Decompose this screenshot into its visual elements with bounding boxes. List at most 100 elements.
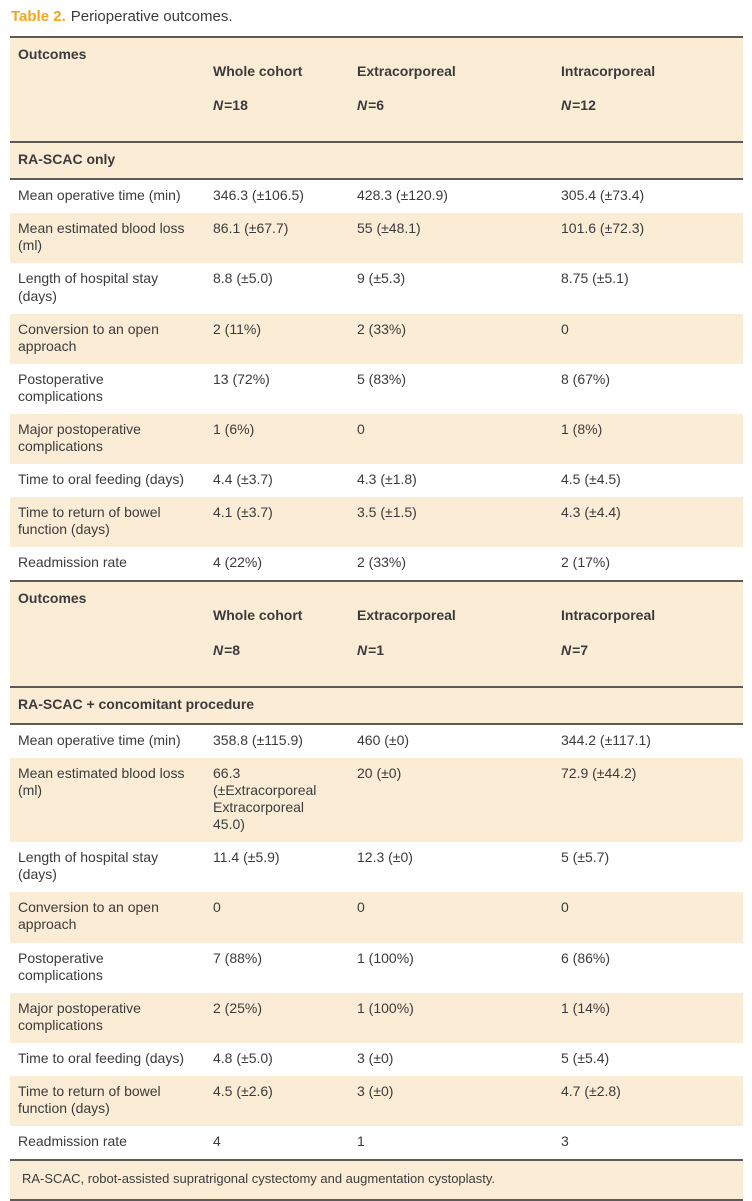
cell-value: 3.5 (±1.5) [349, 497, 553, 548]
column-header-n: N=8 [213, 642, 339, 659]
cell-value: 4.3 (±1.8) [349, 464, 553, 498]
cell-value: 7 (88%) [205, 942, 349, 993]
table-row: Conversion to an open approach 2 (11%) 2… [10, 313, 743, 364]
row-label: Time to return of bowel function (days) [10, 1075, 205, 1127]
row-label: Length of hospital stay (days) [10, 263, 205, 314]
column-header-label: Intracorporeal [561, 607, 656, 624]
column-header-label: Whole cohort [213, 62, 303, 79]
cell-value: 3 (±0) [349, 1042, 553, 1076]
table-caption: Perioperative outcomes. [70, 8, 233, 25]
row-label: Postoperative complications [10, 942, 205, 993]
row-label: Mean operative time (min) [10, 179, 205, 214]
table-row: Major postoperative complications 2 (25%… [10, 992, 743, 1043]
row-label: Time to return of bowel function (days) [10, 497, 205, 548]
n-symbol: N [213, 96, 224, 113]
cell-value: 1 (14%) [553, 992, 743, 1043]
table-row: Mean operative time (min) 346.3 (±106.5)… [10, 179, 743, 214]
cell-value: 5 (±5.4) [553, 1042, 743, 1076]
table-row: Readmission rate 4 (22%) 2 (33%) 2 (17%) [10, 547, 743, 582]
n-symbol: N [357, 641, 368, 658]
cell-value: 72.9 (±44.2) [553, 757, 743, 843]
cell-value: 9 (±5.3) [349, 263, 553, 314]
table-row: Mean estimated blood loss (ml) 66.3 (±Ex… [10, 757, 743, 843]
cell-value: 4 [205, 1126, 349, 1161]
n-symbol: N [561, 96, 572, 113]
table-row: Time to oral feeding (days) 4.8 (±5.0) 3… [10, 1042, 743, 1076]
row-label: Postoperative complications [10, 363, 205, 414]
table-row: Mean operative time (min) 358.8 (±115.9)… [10, 723, 743, 758]
cell-value: 5 (±5.7) [553, 842, 743, 893]
cell-value: 4.3 (±4.4) [553, 497, 743, 548]
cell-value: 11.4 (±5.9) [205, 842, 349, 893]
cell-value: 4.8 (±5.0) [205, 1042, 349, 1076]
column-header-extracorporeal: Extracorporeal N=6 [349, 35, 553, 144]
row-label: Time to oral feeding (days) [10, 1042, 205, 1076]
table-row: Time to return of bowel function (days) … [10, 497, 743, 548]
cell-value: 13 (72%) [205, 363, 349, 414]
column-header-intracorporeal: Intracorporeal N=7 [553, 580, 743, 688]
cell-value: 86.1 (±67.7) [205, 213, 349, 264]
n-value: =6 [368, 96, 385, 113]
column-header-n: N=12 [561, 97, 733, 114]
n-value: =12 [572, 96, 596, 113]
row-label: Major postoperative complications [10, 992, 205, 1043]
n-value: =18 [224, 96, 248, 113]
cell-value: 1 (8%) [553, 413, 743, 465]
row-label: Mean estimated blood loss (ml) [10, 757, 205, 843]
n-value: =8 [224, 641, 241, 658]
column-header-intracorporeal: Intracorporeal N=12 [553, 35, 743, 144]
table-title: Table 2. Perioperative outcomes. [11, 8, 743, 27]
cell-value: 358.8 (±115.9) [205, 723, 349, 758]
cell-value: 0 [349, 892, 553, 943]
column-header-n: N=1 [357, 642, 543, 659]
cell-value: 2 (17%) [553, 547, 743, 582]
column-header-whole-cohort: Whole cohort N=8 [205, 580, 349, 688]
cell-value: 6 (86%) [553, 942, 743, 993]
table-row: Conversion to an open approach 0 0 0 [10, 892, 743, 943]
cell-value: 101.6 (±72.3) [553, 213, 743, 264]
table-row: Postoperative complications 13 (72%) 5 (… [10, 363, 743, 414]
cell-value: 3 [553, 1126, 743, 1161]
table-row: Major postoperative complications 1 (6%)… [10, 413, 743, 465]
table-row: Readmission rate 4 1 3 [10, 1126, 743, 1161]
cell-value: 12.3 (±0) [349, 842, 553, 893]
cell-value: 0 [553, 892, 743, 943]
cell-value: 428.3 (±120.9) [349, 179, 553, 214]
cell-value: 8 (67%) [553, 363, 743, 414]
row-label: Conversion to an open approach [10, 313, 205, 364]
table-row: Time to return of bowel function (days) … [10, 1075, 743, 1127]
cell-value: 1 (6%) [205, 413, 349, 465]
column-header-outcomes: Outcomes [10, 580, 205, 688]
column-header-label: Extracorporeal [357, 607, 456, 624]
table-footnote: RA-SCAC, robot-assisted supratrigonal cy… [10, 1159, 743, 1201]
cell-value: 66.3 (±Extracorporeal Extracorporeal 45.… [205, 757, 349, 843]
cell-value: 2 (11%) [205, 313, 349, 364]
n-symbol: N [357, 96, 368, 113]
column-header-label: Extracorporeal [357, 62, 456, 79]
cell-value: 20 (±0) [349, 757, 553, 843]
row-label: Time to oral feeding (days) [10, 464, 205, 498]
row-label: Readmission rate [10, 547, 205, 582]
header-row-1: Outcomes Whole cohort N=18 Extracorporea… [10, 35, 743, 144]
section-header-ra-scac-only: RA-SCAC only [10, 142, 743, 181]
n-symbol: N [561, 641, 572, 658]
cell-value: 2 (33%) [349, 313, 553, 364]
table-number: Table 2. [11, 8, 66, 25]
column-header-outcomes: Outcomes [10, 35, 205, 144]
table-row: Length of hospital stay (days) 8.8 (±5.0… [10, 263, 743, 314]
row-label: Major postoperative complications [10, 413, 205, 465]
column-header-label: Whole cohort [213, 607, 303, 624]
cell-value: 55 (±48.1) [349, 213, 553, 264]
section-title: RA-SCAC + concomitant procedure [10, 686, 743, 725]
header-row-2: Outcomes Whole cohort N=8 Extracorporeal… [10, 580, 743, 688]
cell-value: 1 (100%) [349, 942, 553, 993]
cell-value: 4.4 (±3.7) [205, 464, 349, 498]
cell-value: 305.4 (±73.4) [553, 179, 743, 214]
cell-value: 8.75 (±5.1) [553, 263, 743, 314]
row-label: Length of hospital stay (days) [10, 842, 205, 893]
cell-value: 1 [349, 1126, 553, 1161]
table-row: Mean estimated blood loss (ml) 86.1 (±67… [10, 213, 743, 264]
n-value: =1 [368, 641, 385, 658]
cell-value: 460 (±0) [349, 723, 553, 758]
